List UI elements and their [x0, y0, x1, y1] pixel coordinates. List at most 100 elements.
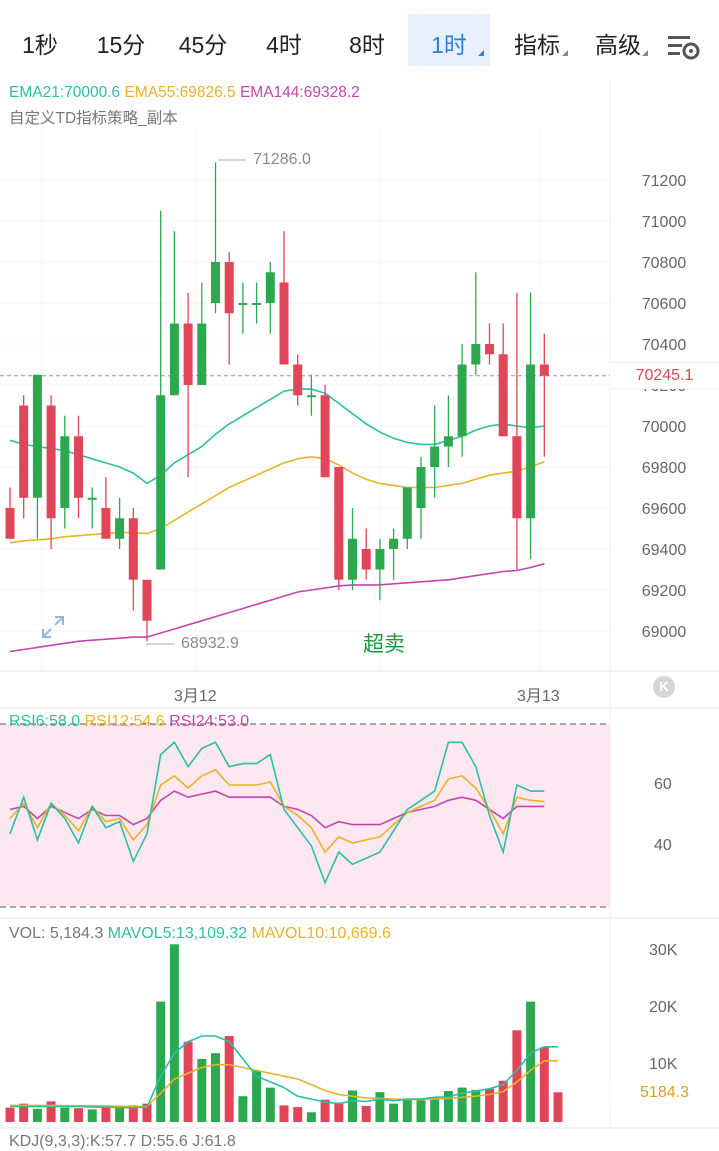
- expand-icon[interactable]: [40, 614, 66, 640]
- mavol5-line: [10, 1035, 558, 1109]
- high-price-label: 71286.0: [253, 151, 311, 168]
- volume-bar: [32, 1108, 42, 1122]
- ema144-legend: EMA144:69328.2: [239, 84, 360, 101]
- tab-6[interactable]: 1时: [408, 14, 490, 66]
- tab-7[interactable]: 指标: [500, 14, 574, 66]
- ema144-line: [9, 563, 545, 653]
- volume-bar: [375, 1092, 385, 1122]
- mavol5-legend: MAVOL5:13,109.32: [107, 925, 248, 942]
- tab-4[interactable]: 4时: [255, 14, 313, 66]
- rsi-legend: RSI6:58.0 RSI12:54.6 RSI24:53.0: [9, 713, 249, 731]
- caret-down-icon: [478, 50, 484, 56]
- date-label-2: 3月13: [517, 688, 560, 705]
- price-axis-label: 69200: [642, 583, 687, 600]
- kdj-legend: KDJ(9,3,3):K:57.7 D:55.6 J:61.8: [9, 1133, 236, 1150]
- price-axis-label: 69600: [642, 501, 687, 518]
- caret-down-icon: [562, 50, 568, 56]
- volume-bar: [471, 1089, 481, 1122]
- rsi-axis-40: 40: [654, 837, 672, 854]
- rsi6-line: [9, 741, 545, 885]
- volume-bar: [142, 1103, 152, 1122]
- candle-body: [293, 364, 303, 396]
- price-axis-label: 71200: [642, 173, 687, 190]
- volume-bar: [5, 1107, 15, 1122]
- candle-body: [46, 405, 56, 519]
- candle-body: [128, 518, 138, 580]
- vol-legend: VOL: 5,184.3: [9, 925, 104, 942]
- rsi12-legend: RSI12:54.6: [84, 713, 165, 730]
- tab-label: 45分: [178, 32, 228, 58]
- rsi24-legend: RSI24:53.0: [169, 713, 250, 730]
- candle-body: [169, 323, 179, 396]
- volume-bar: [334, 1102, 344, 1122]
- volume-bar: [224, 1036, 234, 1122]
- volume-bar: [19, 1103, 29, 1122]
- candle-body: [5, 508, 15, 539]
- low-price-label: 68932.9: [181, 635, 239, 652]
- vol-axis-30k: 30K: [649, 942, 678, 959]
- candle-body: [183, 323, 193, 385]
- candle-body: [60, 436, 70, 508]
- candle-body: [375, 549, 385, 570]
- price-axis-label: 70000: [642, 419, 687, 436]
- volume-bar: [238, 1096, 248, 1122]
- tab-8[interactable]: 高级: [582, 14, 654, 66]
- candle-body: [197, 323, 207, 385]
- volume-bar: [443, 1091, 453, 1122]
- tab-label: 1秒: [22, 32, 58, 58]
- volume-bar: [183, 1041, 193, 1122]
- volume-bar: [498, 1080, 508, 1122]
- tab-3[interactable]: 45分: [170, 14, 236, 66]
- candle-body: [252, 303, 262, 305]
- candle-body: [320, 395, 330, 478]
- tab-label: 15分: [96, 32, 146, 58]
- candle-body: [156, 395, 166, 570]
- volume-bar: [457, 1087, 467, 1122]
- candle-body: [142, 579, 152, 621]
- k-line-badge[interactable]: K: [653, 676, 675, 698]
- volume-bar: [115, 1108, 125, 1122]
- volume-bar: [306, 1112, 316, 1122]
- volume-bar: [197, 1058, 207, 1122]
- chart-settings-icon[interactable]: [666, 32, 702, 62]
- volume-legend: VOL: 5,184.3 MAVOL5:13,109.32 MAVOL10:10…: [9, 925, 391, 943]
- volume-bar: [60, 1107, 70, 1122]
- volume-bar: [74, 1108, 83, 1122]
- candle-body: [361, 549, 371, 570]
- candle-body: [402, 487, 412, 539]
- candle-body: [265, 272, 275, 303]
- candle-body: [526, 364, 536, 519]
- volume-bar: [430, 1097, 440, 1122]
- volume-bar: [539, 1047, 549, 1122]
- volume-bar: [169, 944, 179, 1122]
- volume-bar: [293, 1107, 303, 1122]
- tab-label: 1时: [431, 32, 467, 58]
- tab-2[interactable]: 15分: [88, 14, 154, 66]
- current-volume-tag: 5184.3: [610, 1081, 719, 1105]
- rsi12-line: [9, 768, 545, 854]
- candle-body: [101, 508, 111, 539]
- volume-bar: [416, 1100, 426, 1122]
- candle-body: [224, 262, 234, 314]
- candle-body: [389, 538, 399, 549]
- tab-label: 8时: [349, 32, 385, 58]
- volume-bar: [553, 1092, 563, 1122]
- ema21-legend: EMA21:70000.6: [9, 84, 121, 101]
- volume-bar: [156, 1001, 166, 1122]
- vol-axis-10k: 10K: [649, 1056, 678, 1073]
- caret-down-icon: [642, 50, 648, 56]
- mavol10-line: [10, 1060, 558, 1108]
- candle-body: [430, 446, 440, 467]
- candle-body: [334, 467, 344, 580]
- tab-label: 4时: [266, 32, 302, 58]
- rsi-band: [0, 724, 610, 907]
- candle-body: [74, 436, 83, 498]
- price-axis-label: 70600: [642, 296, 687, 313]
- tab-1[interactable]: 1秒: [8, 14, 72, 66]
- tab-5[interactable]: 8时: [336, 14, 398, 66]
- date-label-1: 3月12: [174, 688, 217, 705]
- candle-body: [19, 405, 29, 498]
- tab-label: 高级: [595, 32, 641, 58]
- volume-bar: [526, 1001, 536, 1122]
